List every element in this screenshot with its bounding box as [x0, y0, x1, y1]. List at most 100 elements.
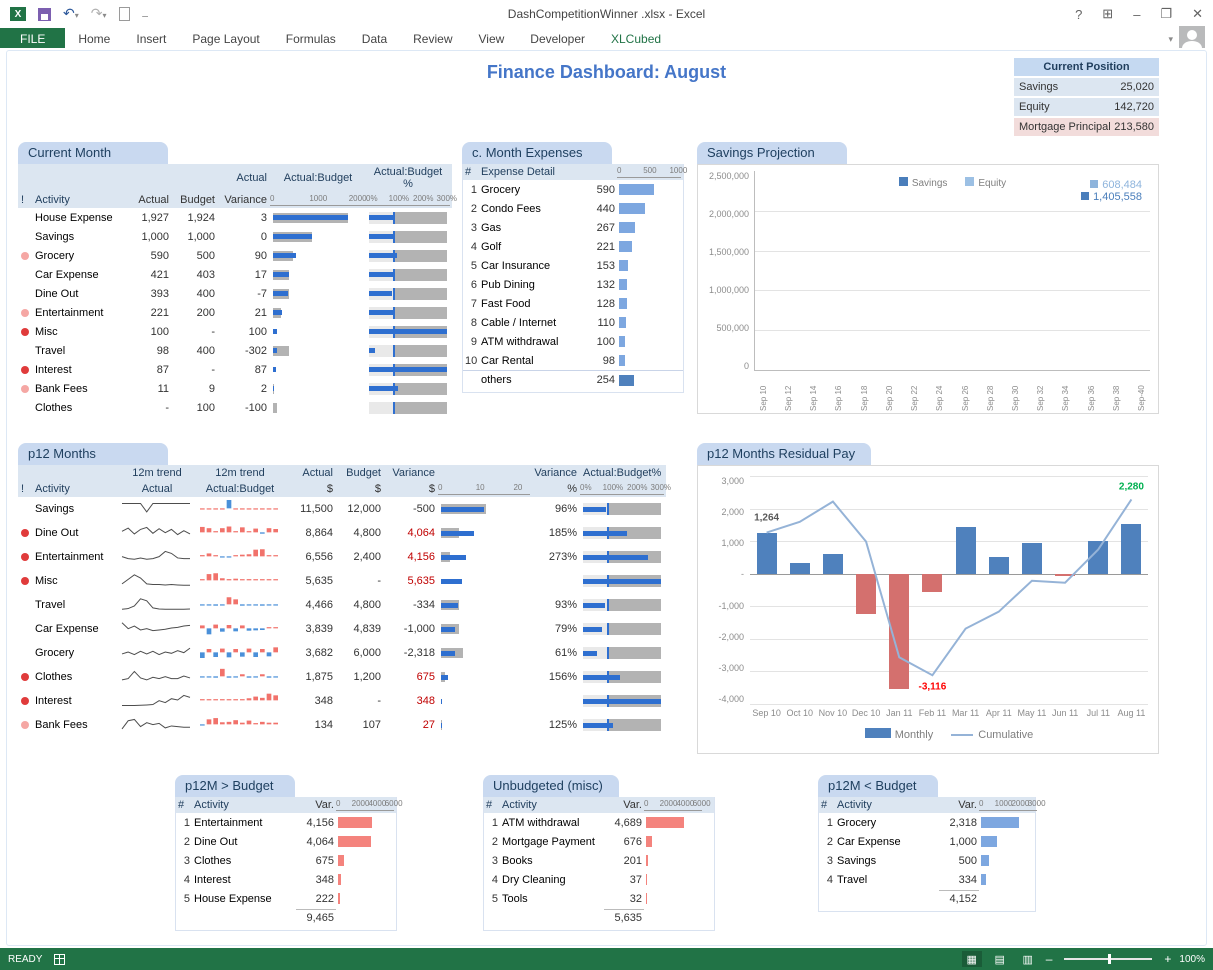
pct-bar-cell — [366, 210, 450, 226]
trend-actual-sparkline — [118, 522, 196, 545]
gridline — [755, 290, 1150, 292]
actual-bar — [441, 530, 475, 536]
actual-budget-pct-bullet — [583, 695, 661, 707]
y-tick-label: 500,000 — [716, 323, 749, 333]
axis-tick: 20 — [513, 483, 523, 492]
tab-xlcubed[interactable]: XLCubed — [611, 32, 662, 46]
label-cell: Travel — [837, 873, 868, 886]
rank-cell — [176, 916, 192, 920]
pct-target-marker — [606, 599, 609, 611]
pct-band — [609, 623, 661, 635]
ab-bar-cell — [270, 400, 366, 416]
trend-actual-sparkline — [118, 594, 196, 617]
label-cell: Mortgage Payment — [502, 835, 595, 848]
activity-cell: Clothes — [35, 671, 73, 683]
label-cell: Golf — [481, 240, 502, 253]
minimize-button[interactable]: – — [1133, 6, 1141, 22]
ab-bar-cell — [270, 381, 366, 397]
actual-bar — [273, 272, 290, 277]
pct-band — [609, 599, 661, 611]
ribbon-display-button[interactable]: ⊞ — [1102, 6, 1114, 21]
rank-cell: 4 — [826, 873, 833, 886]
value-cell: 254 — [596, 374, 615, 386]
restore-button[interactable]: ❐ — [1160, 6, 1173, 21]
status-dot-icon — [21, 327, 29, 336]
actual-cell: 3,682 — [305, 647, 333, 659]
p12-months-title: p12 Months — [18, 443, 168, 465]
tab-insert[interactable]: Insert — [136, 32, 167, 46]
x-slot — [946, 371, 959, 411]
activity-cell: Car Expense — [35, 268, 99, 281]
value-cell: 1,000 — [949, 835, 977, 848]
pct-target-marker — [392, 268, 395, 281]
position-value: 142,720 — [1114, 101, 1154, 113]
actual-cell: 1,875 — [305, 671, 333, 683]
actual-bar — [441, 626, 456, 632]
zoom-slider-thumb[interactable] — [1108, 954, 1111, 964]
expense-bar — [619, 298, 627, 309]
bottom-table-header: # Activity Var. 0 2000 4000 6000 — [176, 797, 403, 813]
under-budget-section: p12M < Budget # Activity Var. 0 1000 2000 3000… — [818, 775, 1046, 912]
excel-logo-icon[interactable]: X — [10, 7, 26, 21]
macro-record-icon[interactable] — [54, 953, 66, 965]
bottom-axis: 0 2000 4000 6000 — [644, 799, 711, 811]
status-cell — [18, 406, 32, 410]
actual-budget-pct-bullet — [583, 575, 661, 587]
pct-band — [395, 382, 447, 395]
save-icon[interactable] — [38, 7, 51, 21]
page-layout-view-button[interactable]: ▤ — [994, 953, 1005, 966]
table-row: 2 Mortgage Payment 676 — [484, 832, 714, 851]
axis-tick: 0 — [979, 799, 984, 808]
pct-bar — [369, 329, 447, 334]
x-slot: Sep 18 — [858, 371, 871, 411]
pct-bar-cell — [366, 229, 450, 245]
zoom-out-button[interactable]: – — [1045, 952, 1053, 966]
qat-customize-icon[interactable]: ⚊ — [141, 9, 149, 19]
x-slot: Sep 22 — [908, 371, 921, 411]
value-cell: 676 — [623, 835, 642, 848]
end-label-swatch-icon — [1081, 192, 1090, 200]
value-cell: 221 — [596, 240, 615, 253]
tab-view[interactable]: View — [478, 32, 505, 46]
header-cell — [18, 471, 32, 475]
legend-swatch-icon — [898, 177, 908, 186]
variance-pct-cell: 273% — [548, 551, 577, 563]
value-cell: 153 — [596, 259, 615, 272]
redo-button[interactable]: ↷▾ — [91, 5, 107, 23]
value-cell: 100 — [596, 335, 615, 348]
x-tick-label: Jul 11 — [1086, 708, 1110, 718]
account-caret-icon[interactable]: ▾ — [1168, 33, 1173, 44]
tab-developer[interactable]: Developer — [530, 32, 585, 46]
rank-cell: 4 — [491, 873, 498, 886]
tab-home[interactable]: Home — [78, 32, 111, 46]
help-button[interactable]: ? — [1075, 6, 1083, 22]
tab-formulas[interactable]: Formulas — [285, 32, 336, 46]
zoom-in-button[interactable]: + — [1164, 952, 1172, 966]
budget-cell: 1,000 — [187, 230, 215, 243]
new-file-icon[interactable] — [118, 7, 130, 21]
pct-bar-cell — [580, 645, 664, 661]
zoom-slider[interactable] — [1064, 954, 1153, 964]
bottom-axis: 0 2000 4000 6000 — [336, 799, 403, 811]
value-cell: 267 — [596, 221, 615, 234]
total-value: 5,635 — [604, 909, 644, 926]
pct-bar — [369, 367, 447, 372]
close-button[interactable]: ✕ — [1192, 6, 1203, 21]
redo-icon: ↷ — [90, 5, 103, 21]
table-row: Entertainment 6,556 2,400 4,156 273% — [18, 545, 666, 569]
tab-review[interactable]: Review — [413, 32, 453, 46]
tab-file[interactable]: FILE — [0, 28, 66, 50]
pct-band — [609, 647, 661, 659]
avatar[interactable] — [1179, 26, 1205, 52]
normal-view-button[interactable]: ▦ — [961, 951, 982, 967]
tab-data[interactable]: Data — [361, 32, 388, 46]
variance-cell: 27 — [422, 719, 435, 731]
variance-bar — [338, 817, 372, 828]
bar-cell — [644, 872, 702, 887]
label-cell: Car Insurance — [481, 259, 551, 272]
x-tick-label: Sep 18 — [859, 385, 869, 411]
undo-button[interactable]: ↶▾ — [63, 5, 79, 23]
tab-page-layout[interactable]: Page Layout — [192, 32, 260, 46]
page-break-view-button[interactable]: ▥ — [1022, 953, 1033, 966]
monthly-bar-positive — [756, 532, 777, 574]
